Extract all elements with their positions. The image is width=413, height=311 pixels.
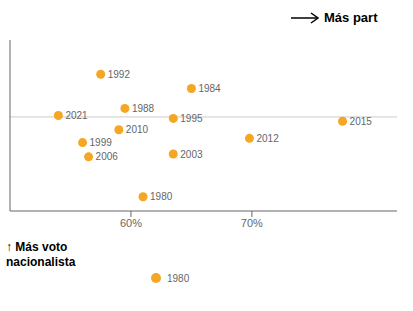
svg-text:2003: 2003 xyxy=(180,149,203,160)
svg-text:2006: 2006 xyxy=(96,151,119,162)
svg-text:1988: 1988 xyxy=(132,103,155,114)
html-text:Más part: Más part xyxy=(324,10,378,25)
svg-text:70%: 70% xyxy=(241,217,263,229)
svg-text:60%: 60% xyxy=(120,217,142,229)
svg-text:2015: 2015 xyxy=(350,116,373,127)
svg-text:1984: 1984 xyxy=(198,83,221,94)
html-text:1980: 1980 xyxy=(167,272,190,284)
svg-text:2021: 2021 xyxy=(65,110,88,121)
svg-text:1992: 1992 xyxy=(108,69,131,80)
html-text:↑ Más voto nacionalista: ↑ Más voto nacionalista xyxy=(6,240,76,269)
svg-text:1999: 1999 xyxy=(90,137,113,148)
svg-text:1980: 1980 xyxy=(150,191,173,202)
svg-text:2010: 2010 xyxy=(126,124,149,135)
svg-text:1995: 1995 xyxy=(180,113,203,124)
svg-text:2012: 2012 xyxy=(256,133,279,144)
